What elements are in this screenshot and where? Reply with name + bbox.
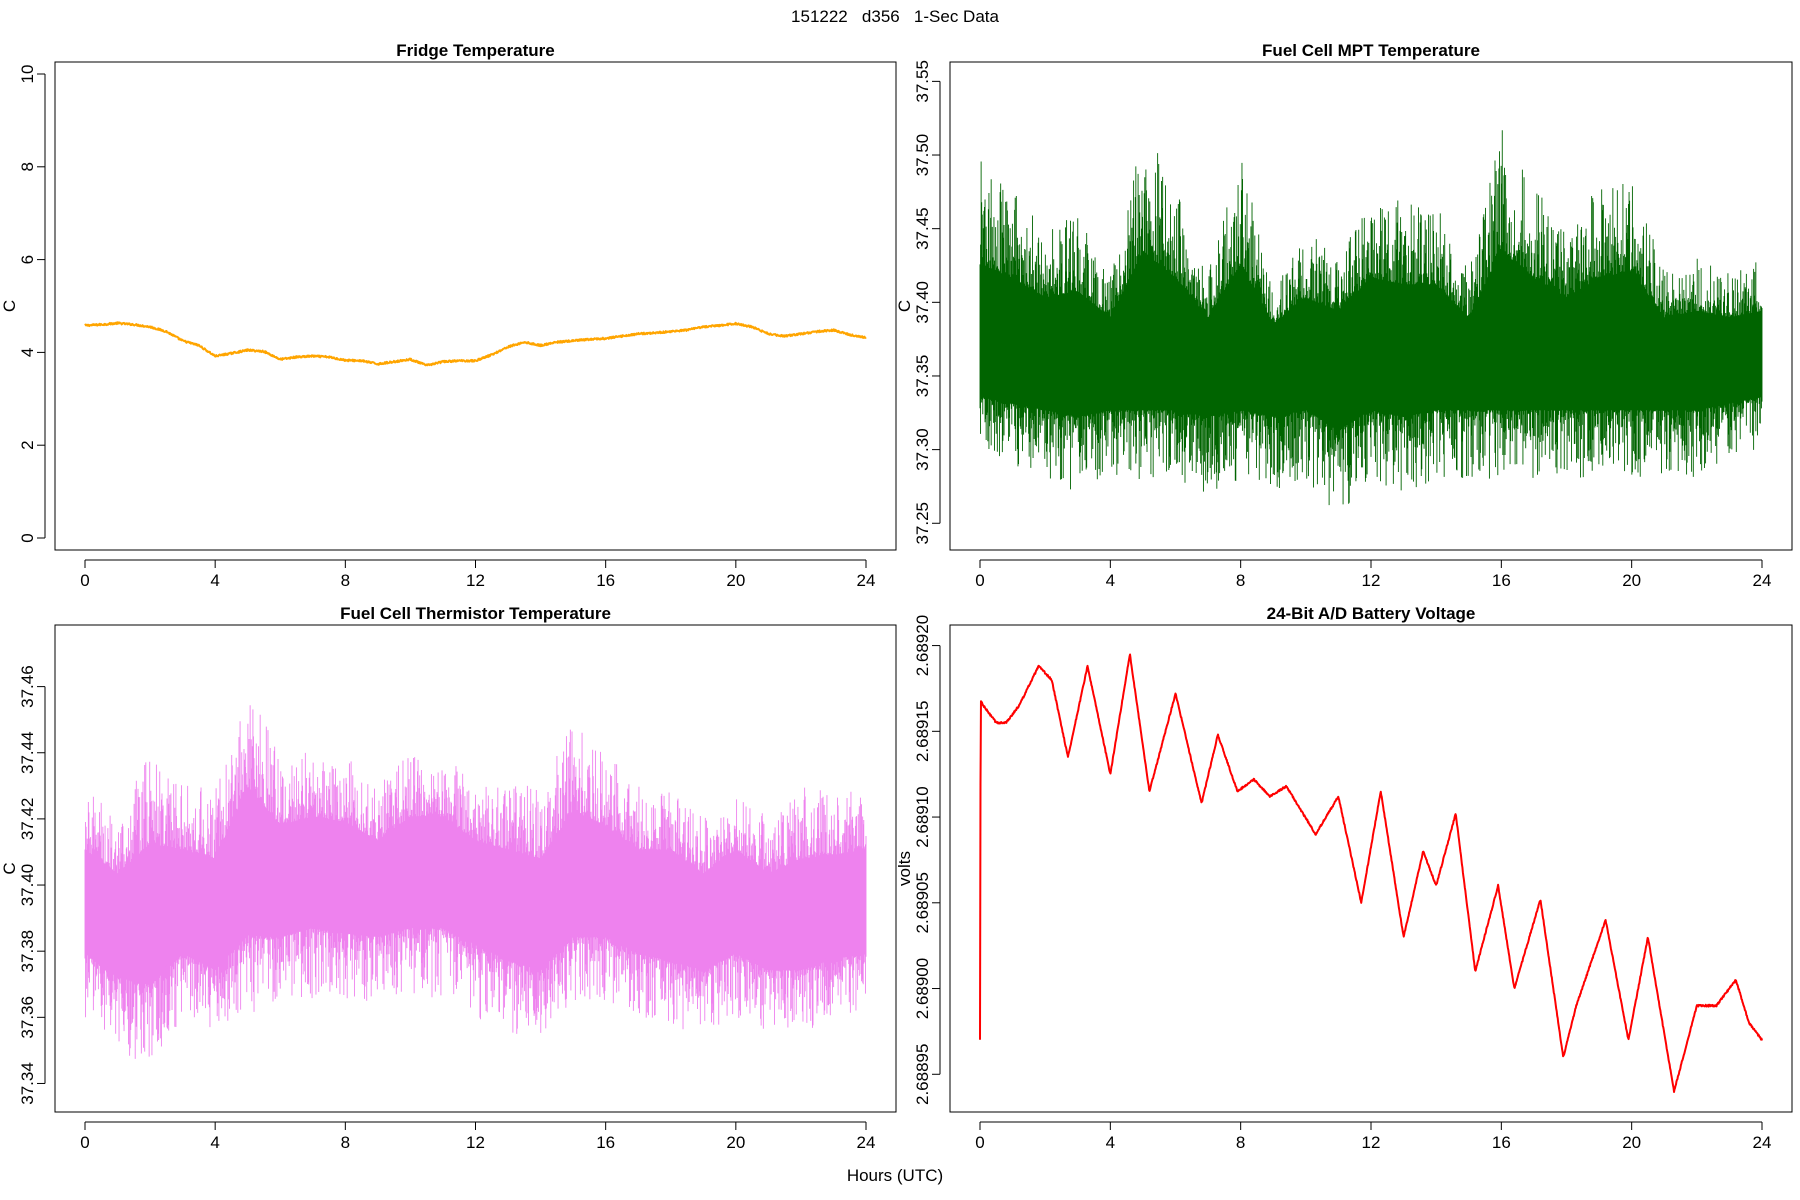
- y-axis-label-24-bit-a-d-battery-voltage: volts: [895, 851, 914, 886]
- y-tick-label: 37.50: [913, 134, 932, 177]
- plot-area-fuel-cell-mpt-temperature: [979, 130, 1763, 506]
- panel-title-24-bit-a-d-battery-voltage: 24-Bit A/D Battery Voltage: [1267, 604, 1476, 623]
- x-tick-label: 12: [1362, 1133, 1381, 1152]
- x-tick-label: 0: [80, 1133, 89, 1152]
- y-tick-label: 0: [18, 533, 37, 542]
- y-axis-label-fridge-temperature: C: [0, 300, 19, 312]
- x-tick-label: 20: [726, 1133, 745, 1152]
- y-axis-24-bit-a-d-battery-voltage: 2.68895 2.68900 2.68905 2.68910 2.68915 2.689…: [913, 615, 941, 1105]
- series-line-24-bit-a-d-battery-voltage: [979, 653, 1763, 1093]
- y-tick-label: 37.44: [18, 731, 37, 774]
- x-tick-label: 20: [1622, 571, 1641, 590]
- y-tick-label: 37.42: [18, 798, 37, 841]
- figure-title: 151222 d356 1-Sec Data: [791, 7, 999, 26]
- plot-area-fridge-temperature: [84, 321, 867, 367]
- x-tick-label: 12: [466, 1133, 485, 1152]
- x-tick-label: 12: [1362, 571, 1381, 590]
- y-tick-label: 37.36: [18, 996, 37, 1039]
- y-tick-label: 37.55: [913, 60, 932, 103]
- y-tick-label: 37.35: [913, 355, 932, 398]
- x-tick-label: 20: [726, 571, 745, 590]
- x-tick-label: 0: [975, 1133, 984, 1152]
- panel-fuel-cell-mpt-temperature: Fuel Cell MPT Temperature C 0 4 8 12 16 20 24 37.…: [895, 41, 1793, 590]
- y-tick-label: 2.68915: [913, 701, 932, 762]
- x-tick-label: 0: [975, 571, 984, 590]
- x-tick-label: 20: [1622, 1133, 1641, 1152]
- y-axis-fridge-temperature: 0 2 4 6 8 10: [18, 65, 46, 543]
- x-tick-label: 24: [1753, 1133, 1772, 1152]
- plot-area-24-bit-a-d-battery-voltage: [979, 653, 1763, 1093]
- x-axis-fridge-temperature: 0 4 8 12 16 20 24: [80, 559, 876, 590]
- y-tick-label: 37.40: [18, 864, 37, 907]
- x-tick-label: 16: [1492, 1133, 1511, 1152]
- x-tick-label: 4: [210, 1133, 219, 1152]
- x-tick-label: 8: [341, 1133, 350, 1152]
- y-tick-label: 2.68900: [913, 958, 932, 1019]
- x-tick-label: 24: [857, 571, 876, 590]
- plot-frame-fridge-temperature: [54, 61, 897, 551]
- y-tick-label: 37.30: [913, 428, 932, 471]
- x-tick-label: 4: [1106, 571, 1115, 590]
- x-tick-label: 8: [341, 571, 350, 590]
- y-tick-label: 10: [18, 65, 37, 84]
- x-tick-label: 0: [80, 571, 89, 590]
- x-tick-label: 16: [596, 571, 615, 590]
- x-tick-label: 24: [1753, 571, 1772, 590]
- y-tick-label: 37.25: [913, 502, 932, 545]
- x-axis-fuel-cell-thermistor-temperature: 0 4 8 12 16 20 24: [80, 1121, 876, 1152]
- figure-x-axis-label: Hours (UTC): [847, 1166, 943, 1185]
- y-axis-fuel-cell-mpt-temperature: 37.25 37.30 37.35 37.40 37.45 37.50 37.55: [913, 60, 941, 545]
- y-tick-label: 6: [18, 255, 37, 264]
- y-tick-label: 4: [18, 348, 37, 357]
- y-tick-label: 37.38: [18, 930, 37, 973]
- y-tick-label: 2.68895: [913, 1044, 932, 1105]
- y-axis-fuel-cell-thermistor-temperature: 37.34 37.36 37.38 37.40 37.42 37.44 37.46: [18, 665, 46, 1105]
- x-tick-label: 8: [1236, 1133, 1245, 1152]
- y-tick-label: 37.40: [913, 281, 932, 324]
- x-tick-label: 12: [466, 571, 485, 590]
- panel-title-fuel-cell-thermistor-temperature: Fuel Cell Thermistor Temperature: [340, 604, 611, 623]
- y-tick-label: 37.34: [18, 1062, 37, 1105]
- plot-frame-fuel-cell-thermistor-temperature: [54, 624, 897, 1113]
- x-axis-fuel-cell-mpt-temperature: 0 4 8 12 16 20 24: [975, 559, 1772, 590]
- panel-fuel-cell-thermistor-temperature: Fuel Cell Thermistor Temperature C 0 4 8 12 16…: [0, 604, 897, 1152]
- y-tick-label: 2: [18, 440, 37, 449]
- x-axis-24-bit-a-d-battery-voltage: 0 4 8 12 16 20 24: [975, 1121, 1772, 1152]
- panel-title-fridge-temperature: Fridge Temperature: [396, 41, 554, 60]
- y-axis-label-fuel-cell-mpt-temperature: C: [895, 300, 914, 312]
- series-line-fridge-temperature: [84, 321, 867, 367]
- y-tick-label: 2.68905: [913, 872, 932, 933]
- panel-title-fuel-cell-mpt-temperature: Fuel Cell MPT Temperature: [1262, 41, 1480, 60]
- series-core-band-fuel-cell-mpt-temperature: [980, 257, 1762, 426]
- x-tick-label: 16: [1492, 571, 1511, 590]
- x-tick-label: 4: [210, 571, 219, 590]
- x-tick-label: 16: [596, 1133, 615, 1152]
- y-axis-label-fuel-cell-thermistor-temperature: C: [0, 862, 19, 874]
- y-tick-label: 2.68920: [913, 615, 932, 676]
- y-tick-label: 8: [18, 162, 37, 171]
- plot-area-fuel-cell-thermistor-temperature: [84, 705, 867, 1059]
- x-tick-label: 4: [1106, 1133, 1115, 1152]
- y-tick-label: 2.68910: [913, 786, 932, 847]
- panel-battery-voltage: 24-Bit A/D Battery Voltage volts 0 4 8 12 16 20…: [895, 604, 1793, 1152]
- plot-frame-fuel-cell-mpt-temperature: [949, 61, 1793, 551]
- series-core-band-fuel-cell-thermistor-temperature: [85, 792, 866, 981]
- plot-frame-24-bit-a-d-battery-voltage: [949, 624, 1793, 1113]
- y-tick-label: 37.46: [18, 665, 37, 708]
- x-tick-label: 8: [1236, 571, 1245, 590]
- y-tick-label: 37.45: [913, 207, 932, 250]
- x-tick-label: 24: [857, 1133, 876, 1152]
